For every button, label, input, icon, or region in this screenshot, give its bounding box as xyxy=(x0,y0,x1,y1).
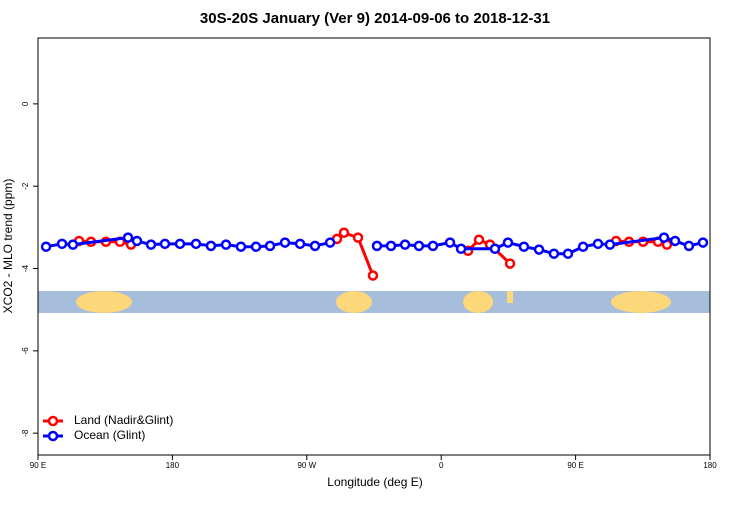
point xyxy=(174,238,186,250)
point xyxy=(455,243,467,255)
point xyxy=(205,240,217,252)
x-tick-label: 180 xyxy=(166,461,180,470)
x-axis-label: Longitude (deg E) xyxy=(327,475,422,489)
point xyxy=(309,240,321,252)
point xyxy=(56,238,68,250)
point xyxy=(518,241,530,252)
point xyxy=(371,240,383,252)
point xyxy=(548,248,560,259)
point xyxy=(562,248,574,259)
point xyxy=(604,239,616,250)
point xyxy=(324,237,336,248)
point xyxy=(352,232,364,243)
point xyxy=(159,238,171,250)
point xyxy=(669,235,681,247)
legend-label: Land (Nadir&Glint) xyxy=(74,413,173,427)
point xyxy=(250,241,262,252)
x-tick-label: 0 xyxy=(439,461,444,470)
land-blob xyxy=(611,291,671,313)
point xyxy=(264,240,276,252)
point xyxy=(145,239,157,250)
point xyxy=(367,270,379,281)
x-tick-label: 180 xyxy=(703,461,717,470)
point xyxy=(294,238,306,250)
point xyxy=(427,240,439,252)
legend-marker xyxy=(47,430,59,442)
point xyxy=(577,241,589,252)
x-tick-label: 90 W xyxy=(297,461,316,470)
point xyxy=(592,238,604,250)
point xyxy=(489,243,501,255)
y-tick-label: -4 xyxy=(21,264,30,272)
point xyxy=(504,258,516,269)
point xyxy=(697,237,709,248)
y-tick-label: -6 xyxy=(21,347,30,355)
ocean-band xyxy=(38,291,710,313)
y-tick-label: -2 xyxy=(21,182,30,190)
x-tick-label: 90 E xyxy=(30,461,46,470)
y-tick-label: -8 xyxy=(21,429,30,437)
legend: Land (Nadir&Glint)Ocean (Glint) xyxy=(43,413,173,442)
land-blob xyxy=(76,291,132,313)
point xyxy=(473,234,485,245)
point xyxy=(279,237,291,248)
point xyxy=(533,244,545,255)
point xyxy=(683,240,695,252)
point xyxy=(444,237,456,248)
land-blob xyxy=(507,291,513,303)
y-axis-label: XCO2 - MLO trend (ppm) xyxy=(1,179,15,314)
point xyxy=(399,239,411,250)
legend-label: Ocean (Glint) xyxy=(74,428,145,442)
land-blob xyxy=(463,291,493,313)
plot-frame xyxy=(37,37,711,456)
legend-marker xyxy=(47,415,59,427)
point xyxy=(67,239,79,250)
land-mask xyxy=(38,291,710,313)
point xyxy=(190,238,202,250)
point xyxy=(235,241,247,252)
point xyxy=(658,232,670,243)
point xyxy=(385,240,397,252)
chart-title: 30S-20S January (Ver 9) 2014-09-06 to 20… xyxy=(200,10,550,27)
point xyxy=(338,227,350,238)
y-tick-label: 0 xyxy=(21,101,30,106)
point xyxy=(131,235,143,247)
point xyxy=(413,240,425,252)
point xyxy=(40,241,52,252)
x-tick-label: 90 E xyxy=(567,461,583,470)
point xyxy=(502,237,514,248)
land-blob xyxy=(336,291,372,313)
point xyxy=(220,239,232,250)
point xyxy=(122,232,134,243)
